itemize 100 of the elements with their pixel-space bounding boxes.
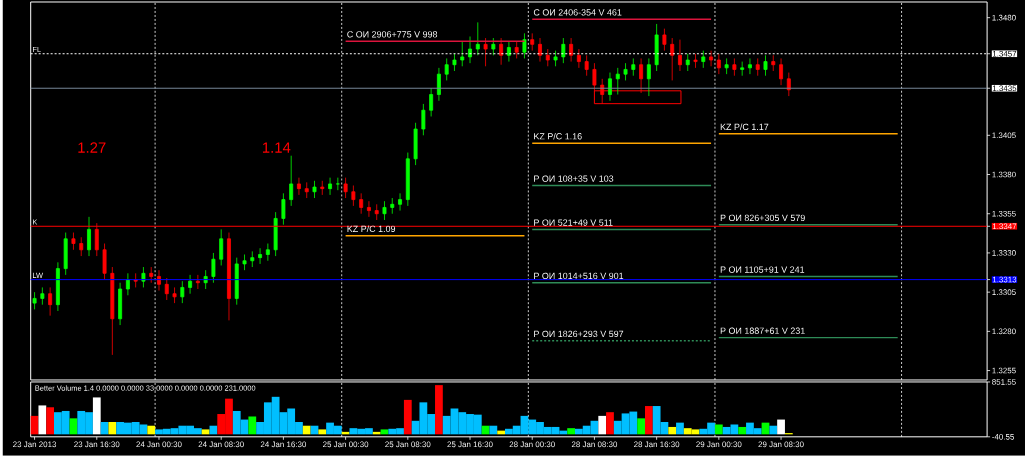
bar bbox=[302, 425, 311, 435]
candlestick bbox=[63, 232, 68, 276]
candlestick bbox=[110, 266, 115, 356]
candlestick bbox=[195, 274, 200, 290]
candlestick bbox=[514, 40, 519, 59]
candlestick bbox=[538, 37, 542, 63]
candlestick bbox=[506, 40, 511, 63]
bar bbox=[769, 425, 778, 435]
series-label: Р ОИ 1105+91 V 241 bbox=[720, 266, 805, 273]
candlestick bbox=[779, 58, 784, 86]
series-label: KZ P/C 1.09 bbox=[347, 225, 396, 233]
candlestick bbox=[250, 251, 255, 268]
candlestick bbox=[149, 266, 154, 284]
candlestick bbox=[141, 266, 146, 288]
candlestick bbox=[740, 61, 745, 77]
candlestick bbox=[732, 58, 737, 77]
candlestick bbox=[576, 48, 581, 69]
candlestick bbox=[405, 152, 410, 207]
candlestick bbox=[475, 22, 480, 56]
series-label: Р ОИ 826+305 V 579 bbox=[720, 214, 805, 222]
candlestick bbox=[398, 193, 402, 212]
candlestick bbox=[48, 287, 53, 317]
candlestick bbox=[452, 53, 457, 72]
candlestick bbox=[522, 33, 527, 59]
candlestick bbox=[55, 262, 60, 312]
series-label: KZ P/C 1.16 bbox=[534, 132, 582, 140]
candlestick bbox=[304, 182, 309, 199]
candlestick bbox=[71, 232, 76, 251]
candlestick bbox=[258, 247, 263, 265]
candlestick bbox=[569, 37, 574, 63]
candlestick bbox=[32, 291, 37, 310]
candlestick bbox=[631, 58, 636, 77]
candlestick bbox=[499, 37, 504, 66]
candlestick bbox=[227, 232, 231, 321]
candlestick bbox=[351, 185, 356, 207]
bar bbox=[38, 405, 47, 435]
candlestick bbox=[265, 243, 270, 262]
candlestick bbox=[444, 58, 449, 81]
series-label: Р ОИ 521+49 V 511 bbox=[534, 219, 613, 226]
bar bbox=[738, 427, 747, 435]
candlestick bbox=[172, 287, 177, 304]
candlestick bbox=[654, 23, 659, 72]
annotation: 1.14 bbox=[262, 142, 291, 153]
candlestick bbox=[343, 177, 348, 199]
candlestick bbox=[40, 287, 45, 306]
bar bbox=[668, 427, 677, 435]
candlestick bbox=[724, 58, 729, 75]
candlestick bbox=[297, 177, 301, 196]
bar bbox=[92, 397, 101, 435]
candlestick bbox=[608, 72, 612, 102]
candlestick bbox=[646, 58, 651, 97]
candlestick bbox=[615, 67, 620, 96]
candlestick bbox=[273, 211, 278, 257]
candlestick bbox=[662, 28, 667, 52]
candlestick bbox=[747, 58, 752, 75]
candlestick bbox=[460, 40, 465, 67]
candlestick bbox=[180, 280, 185, 304]
candlestick bbox=[382, 200, 387, 221]
bar bbox=[435, 385, 443, 435]
bar bbox=[637, 418, 645, 435]
bar bbox=[489, 425, 498, 435]
bar bbox=[248, 416, 257, 435]
candlestick bbox=[281, 193, 286, 226]
candlestick bbox=[670, 37, 675, 81]
bar bbox=[46, 407, 55, 435]
candlestick bbox=[133, 273, 138, 288]
candlestick bbox=[771, 55, 776, 72]
series-label: Р ОИ 1826+293 V 597 bbox=[534, 330, 624, 338]
candlestick bbox=[413, 122, 418, 166]
series-label: С ОИ 2406-354 V 461 bbox=[533, 9, 622, 16]
candlestick bbox=[366, 200, 371, 218]
candlestick bbox=[716, 53, 721, 75]
candlestick bbox=[328, 177, 333, 196]
candlestick bbox=[312, 180, 317, 199]
bar bbox=[598, 415, 607, 435]
series-label: Р ОИ 1014+516 V 901 bbox=[534, 272, 624, 280]
candlestick bbox=[545, 48, 550, 67]
candlestick bbox=[125, 273, 130, 296]
candlestick bbox=[709, 50, 714, 67]
candlestick bbox=[483, 37, 488, 67]
bar bbox=[147, 425, 156, 435]
candlestick bbox=[118, 282, 123, 326]
series-label: Р ОИ 1887+61 V 231 bbox=[720, 327, 805, 335]
series-label: KZ P/C 1.17 bbox=[720, 123, 769, 131]
bar bbox=[676, 422, 684, 435]
candlestick bbox=[289, 155, 294, 207]
bar bbox=[714, 424, 723, 435]
candlestick bbox=[164, 277, 169, 301]
candlestick bbox=[786, 72, 791, 97]
bar bbox=[201, 429, 210, 435]
candlestick bbox=[491, 37, 496, 56]
series-label: С ОИ 2906+775 V 998 bbox=[347, 31, 438, 38]
candlestick bbox=[763, 55, 768, 77]
candlestick bbox=[693, 53, 698, 69]
candlestick bbox=[234, 257, 239, 306]
candlestick bbox=[374, 204, 379, 221]
bar bbox=[777, 419, 785, 435]
candlestick bbox=[320, 180, 325, 196]
candlestick bbox=[468, 36, 472, 64]
bar bbox=[567, 428, 575, 435]
